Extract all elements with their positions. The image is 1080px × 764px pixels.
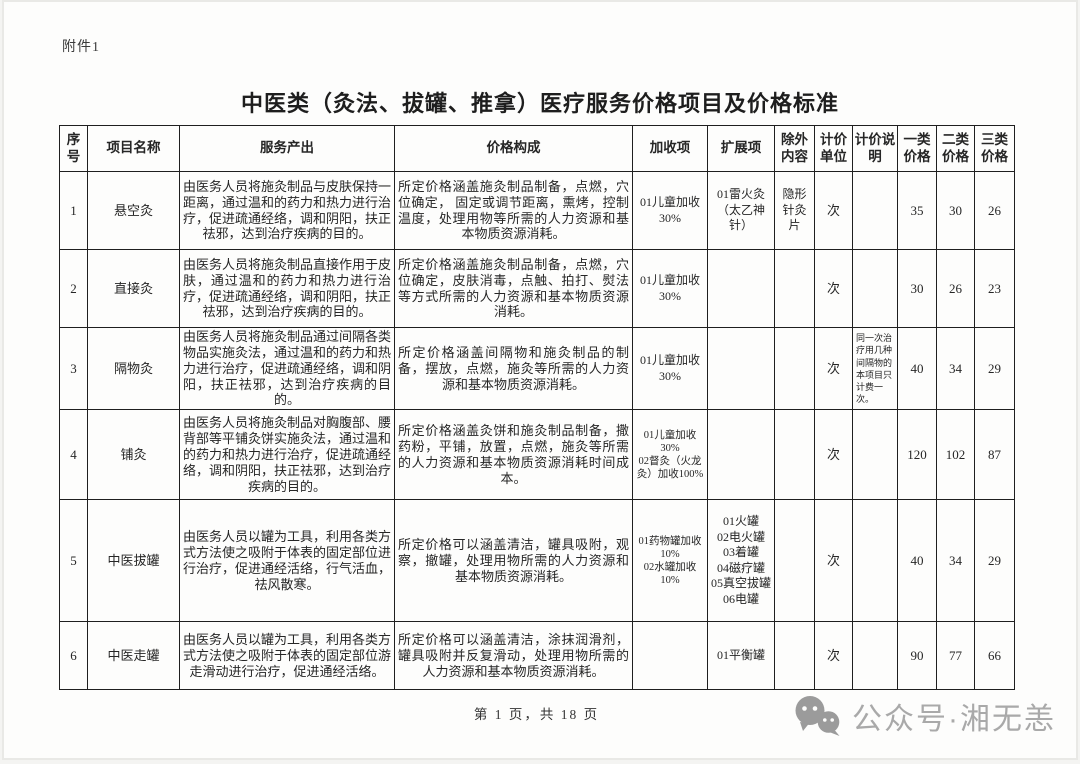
cell-price-3: 87 bbox=[974, 409, 1015, 501]
cell-project-name: 中医走罐 bbox=[87, 621, 180, 691]
price-table: 序号 项目名称 服务产出 价格构成 加收项 扩展项 除外内容 计价单位 计价说明… bbox=[59, 125, 1015, 691]
cell-exclusion bbox=[774, 621, 815, 691]
cell-extension: 01雷火灸（太乙神针） bbox=[707, 171, 775, 250]
cell-service-output: 由医务人员将施灸制品通过间隔各类物品实施灸法，通过温和的药力和热力进行治疗，促进… bbox=[179, 326, 395, 411]
attachment-label: 附件1 bbox=[62, 40, 100, 55]
cell-project-name: 中医拔罐 bbox=[87, 499, 180, 623]
cell-price-3: 26 bbox=[974, 171, 1015, 250]
cell-surcharge: 01儿童加收30% bbox=[632, 171, 708, 250]
cell-unit: 次 bbox=[814, 499, 853, 623]
header-extension: 扩展项 bbox=[707, 125, 775, 172]
cell-project-name: 隔物灸 bbox=[87, 326, 180, 411]
page-number-footer: 第 1 页，共 18 页 bbox=[473, 707, 600, 722]
header-note: 计价说明 bbox=[852, 125, 898, 172]
header-price-class3: 三类价格 bbox=[974, 125, 1015, 172]
cell-price-2: 34 bbox=[936, 499, 975, 623]
cell-price-composition: 所定价格涵盖间隔物和施灸制品的制备，摆放，点燃，施灸等所需的人力资源和基本物质资… bbox=[394, 326, 633, 411]
cell-seq: 5 bbox=[59, 499, 88, 623]
cell-service-output: 由医务人员以罐为工具，利用各类方式方法使之吸附于体表的固定部位游走滑动进行治疗，… bbox=[179, 621, 395, 691]
table-row: 1 悬空灸 由医务人员将施灸制品与皮肤保持一距离，通过温和的药力和热力进行治疗，… bbox=[59, 171, 1015, 250]
cell-note: 同一次治疗用几种间隔物的本项目只计费一次。 bbox=[852, 326, 898, 411]
cell-exclusion bbox=[774, 409, 815, 501]
cell-price-2: 26 bbox=[936, 249, 975, 328]
cell-exclusion bbox=[774, 249, 815, 328]
cell-surcharge: 01儿童加收30% bbox=[632, 326, 708, 411]
cell-extension: 01火罐 02电火罐 03着罐 04磁疗罐 05真空拔罐 06电罐 bbox=[707, 499, 775, 623]
cell-exclusion bbox=[774, 326, 815, 411]
header-seq: 序号 bbox=[59, 125, 88, 172]
cell-unit: 次 bbox=[814, 409, 853, 501]
cell-note bbox=[852, 171, 898, 250]
watermark: 公众号·湘无恙 bbox=[792, 694, 1056, 738]
cell-price-3: 66 bbox=[974, 621, 1015, 691]
table-row: 6 中医走罐 由医务人员以罐为工具，利用各类方式方法使之吸附于体表的固定部位游走… bbox=[59, 621, 1015, 691]
header-price-composition: 价格构成 bbox=[394, 125, 633, 172]
table-header-row: 序号 项目名称 服务产出 价格构成 加收项 扩展项 除外内容 计价单位 计价说明… bbox=[59, 125, 1015, 172]
cell-project-name: 悬空灸 bbox=[87, 171, 180, 250]
table-row: 3 隔物灸 由医务人员将施灸制品通过间隔各类物品实施灸法，通过温和的药力和热力进… bbox=[59, 326, 1015, 411]
cell-price-2: 102 bbox=[936, 409, 975, 501]
header-price-class1: 一类价格 bbox=[897, 125, 937, 172]
cell-unit: 次 bbox=[814, 621, 853, 691]
header-exclusion: 除外内容 bbox=[774, 125, 815, 172]
cell-service-output: 由医务人员将施灸制品与皮肤保持一距离，通过温和的药力和热力进行治疗，促进疏通经络… bbox=[179, 171, 395, 250]
cell-surcharge: 01儿童加收30% bbox=[632, 249, 708, 328]
cell-price-1: 40 bbox=[897, 499, 937, 623]
cell-extension: 01平衡罐 bbox=[707, 621, 775, 691]
cell-price-3: 29 bbox=[974, 326, 1015, 411]
cell-unit: 次 bbox=[814, 249, 853, 328]
cell-extension bbox=[707, 249, 775, 328]
cell-unit: 次 bbox=[814, 171, 853, 250]
cell-service-output: 由医务人员以罐为工具，利用各类方式方法使之吸附于体表的固定部位进行治疗，促进通经… bbox=[179, 499, 395, 623]
table-row: 4 铺灸 由医务人员将施灸制品对胸腹部、腰背部等平铺灸饼实施灸法，通过温和的药力… bbox=[59, 409, 1015, 501]
cell-price-composition: 所定价格可以涵盖清洁，罐具吸附，观察，撤罐，处理用物所需的人力资源和基本物质资源… bbox=[394, 499, 633, 623]
cell-price-composition: 所定价格涵盖施灸制品制备，点燃，穴位确定，皮肤消毒，点触、拍打、熨法等方式所需的… bbox=[394, 249, 633, 328]
cell-extension bbox=[707, 326, 775, 411]
cell-note bbox=[852, 409, 898, 501]
page-title: 中医类（灸法、拔罐、推拿）医疗服务价格项目及价格标准 bbox=[240, 91, 839, 116]
cell-service-output: 由医务人员将施灸制品直接作用于皮肤，通过温和的药力和热力进行治疗，促进疏通经络，… bbox=[179, 249, 395, 328]
cell-seq: 2 bbox=[59, 249, 88, 328]
wechat-bubbles-icon bbox=[792, 695, 844, 737]
cell-surcharge: 01儿童加收30% 02督灸（火龙灸）加收100% bbox=[632, 409, 708, 501]
cell-note bbox=[852, 249, 898, 328]
cell-service-output: 由医务人员将施灸制品对胸腹部、腰背部等平铺灸饼实施灸法，通过温和的药力和热力进行… bbox=[179, 409, 395, 501]
cell-exclusion bbox=[774, 499, 815, 623]
cell-price-2: 34 bbox=[936, 326, 975, 411]
table-row: 2 直接灸 由医务人员将施灸制品直接作用于皮肤，通过温和的药力和热力进行治疗，促… bbox=[59, 249, 1015, 328]
cell-price-1: 30 bbox=[897, 249, 937, 328]
cell-price-1: 40 bbox=[897, 326, 937, 411]
cell-seq: 1 bbox=[59, 171, 88, 250]
cell-price-2: 30 bbox=[936, 171, 975, 250]
cell-price-composition: 所定价格可以涵盖清洁，涂抹润滑剂，罐具吸附并反复滑动，处理用物所需的人力资源和基… bbox=[394, 621, 633, 691]
cell-surcharge bbox=[632, 621, 708, 691]
cell-seq: 6 bbox=[59, 621, 88, 691]
cell-unit: 次 bbox=[814, 326, 853, 411]
header-surcharge: 加收项 bbox=[632, 125, 708, 172]
cell-price-1: 90 bbox=[897, 621, 937, 691]
header-service-output: 服务产出 bbox=[179, 125, 395, 172]
header-price-class2: 二类价格 bbox=[936, 125, 975, 172]
cell-note bbox=[852, 621, 898, 691]
cell-extension bbox=[707, 409, 775, 501]
cell-seq: 4 bbox=[59, 409, 88, 501]
cell-project-name: 铺灸 bbox=[87, 409, 180, 501]
cell-price-1: 35 bbox=[897, 171, 937, 250]
cell-note bbox=[852, 499, 898, 623]
table-row: 5 中医拔罐 由医务人员以罐为工具，利用各类方式方法使之吸附于体表的固定部位进行… bbox=[59, 499, 1015, 623]
cell-project-name: 直接灸 bbox=[87, 249, 180, 328]
cell-seq: 3 bbox=[59, 326, 88, 411]
cell-price-3: 23 bbox=[974, 249, 1015, 328]
cell-price-2: 77 bbox=[936, 621, 975, 691]
header-unit: 计价单位 bbox=[814, 125, 853, 172]
cell-price-composition: 所定价格涵盖灸饼和施灸制品制备，撒药粉，平铺，放置，点燃，施灸等所需的人力资源和… bbox=[394, 409, 633, 501]
watermark-label: 公众号·湘无恙 bbox=[852, 703, 1056, 736]
cell-surcharge: 01药物罐加收10% 02水罐加收10% bbox=[632, 499, 708, 623]
cell-price-1: 120 bbox=[897, 409, 937, 501]
header-project-name: 项目名称 bbox=[87, 125, 180, 172]
cell-price-composition: 所定价格涵盖施灸制品制备，点燃，穴位确定， 固定或调节距离，熏烤，控制温度，处理… bbox=[394, 171, 633, 250]
cell-price-3: 29 bbox=[974, 499, 1015, 623]
cell-exclusion: 隐形针灸片 bbox=[774, 171, 815, 250]
